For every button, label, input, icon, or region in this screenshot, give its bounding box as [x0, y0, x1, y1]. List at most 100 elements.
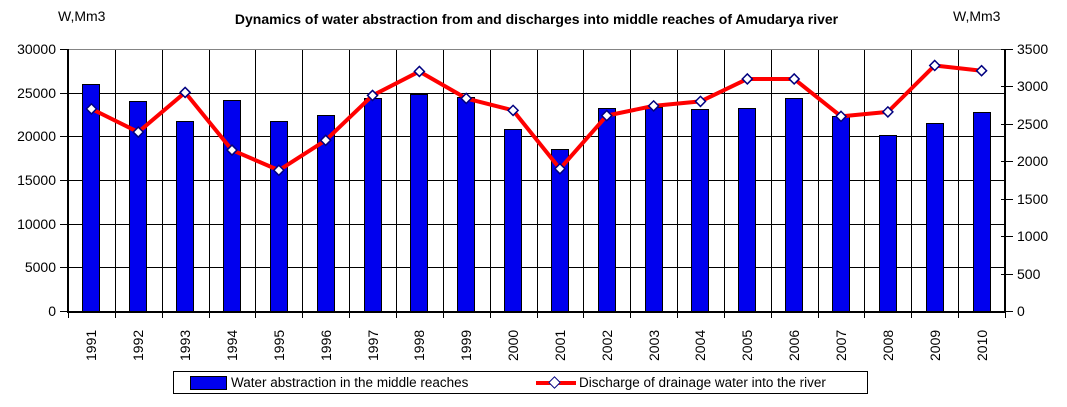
right-axis-tick	[1001, 123, 1013, 125]
diamond-marker-2001	[553, 162, 566, 175]
right-axis-tick-label: 3500	[1017, 41, 1049, 57]
x-axis-tick	[677, 313, 678, 318]
right-axis-unit-label: W,Mm3	[953, 8, 1001, 24]
diamond-marker-1993	[179, 86, 192, 99]
diamond-marker-1996	[319, 134, 332, 147]
right-axis-tick-label: 2500	[1017, 115, 1049, 132]
left-axis-tick	[60, 311, 68, 312]
bar-1991	[82, 83, 101, 312]
chart-title: Dynamics of water abstraction from and d…	[234, 11, 839, 27]
x-axis-tick	[209, 313, 210, 318]
bar-2009	[925, 123, 944, 312]
diamond-marker-1998	[413, 65, 426, 78]
diamond-marker-2002	[600, 109, 613, 122]
line-series-swatch	[536, 375, 576, 389]
x-axis-tick	[818, 313, 819, 318]
diamond-marker-2004	[694, 95, 707, 108]
gridline-vertical	[349, 50, 350, 311]
gridline-vertical	[818, 50, 819, 311]
legend-item-bar: Water abstraction in the middle reaches	[190, 372, 468, 393]
y-axis-right	[1004, 49, 1006, 311]
left-axis-tick	[60, 92, 68, 94]
left-axis-tick	[60, 180, 68, 181]
gridline-vertical	[209, 50, 210, 311]
bar-2001	[550, 148, 569, 312]
left-axis-tick-label: 15000	[17, 172, 56, 188]
left-axis-tick	[60, 267, 68, 269]
left-axis-tick	[60, 49, 68, 50]
x-axis-tick	[162, 313, 163, 318]
right-axis-tick-label: 500	[1017, 265, 1041, 282]
legend-item-line: Discharge of drainage water into the riv…	[536, 372, 826, 393]
left-axis-unit-label: W,Mm3	[58, 8, 106, 24]
left-axis-tick	[60, 136, 68, 138]
x-axis-tick	[630, 313, 631, 318]
bar-1993	[176, 121, 195, 312]
x-axis-tick	[349, 313, 350, 318]
diamond-marker-2007	[834, 110, 848, 123]
diamond-marker-1995	[272, 164, 285, 177]
gridline-vertical	[396, 50, 397, 311]
gridline-vertical	[255, 50, 256, 311]
left-axis-tick-label: 20000	[17, 128, 56, 145]
gridline-vertical	[162, 50, 163, 311]
bar-1992	[129, 100, 148, 312]
x-axis-tick	[255, 313, 256, 318]
right-axis-tick-label: 2000	[1017, 153, 1049, 170]
bar-2008	[878, 135, 897, 312]
gridline-vertical	[490, 50, 491, 311]
gridline-vertical	[583, 50, 584, 311]
right-axis-tick	[1001, 311, 1013, 312]
right-axis-tick	[1001, 198, 1013, 200]
x-axis-tick	[302, 313, 303, 318]
diamond-marker-1992	[132, 126, 145, 139]
x-axis-tick	[68, 313, 69, 318]
diamond-marker-2009	[928, 59, 941, 72]
discharge-line	[90, 63, 982, 173]
legend: Water abstraction in the middle reaches …	[173, 371, 868, 394]
bar-1998	[410, 93, 429, 312]
diamond-marker-1999	[460, 92, 473, 105]
gridline-vertical	[911, 50, 912, 311]
y-axis-left	[67, 49, 69, 311]
x-axis-tick	[958, 313, 959, 318]
gridline-vertical	[537, 50, 538, 311]
gridline-vertical	[677, 50, 678, 311]
x-axis-tick	[537, 313, 538, 318]
gridline-horizontal	[68, 180, 1005, 181]
gridline-vertical	[958, 50, 959, 311]
x-axis-tick	[443, 313, 444, 318]
bar-2000	[504, 129, 523, 312]
x-axis	[67, 311, 1006, 313]
diamond-marker-2006	[788, 72, 801, 86]
right-axis-tick-label: 1000	[1017, 228, 1049, 245]
diamond-marker-2005	[741, 72, 754, 86]
bar-2004	[691, 109, 710, 312]
diamond-marker-2000	[507, 104, 520, 117]
right-axis-tick-label: 3000	[1017, 78, 1049, 95]
left-axis-tick-label: 30000	[17, 41, 56, 57]
x-axis-tick	[115, 313, 116, 318]
gridline-vertical	[302, 50, 303, 311]
left-axis-tick	[60, 223, 68, 225]
diamond-marker-1991	[85, 102, 98, 115]
gridline-vertical	[864, 50, 865, 311]
gridline-vertical	[771, 50, 772, 311]
left-axis-tick-label: 5000	[24, 259, 56, 276]
gridline-horizontal	[68, 267, 1005, 269]
x-axis-tick	[1005, 313, 1006, 318]
gridline-vertical	[630, 50, 631, 311]
right-axis-tick-label: 0	[1017, 303, 1025, 319]
plot-top-border	[68, 49, 1005, 50]
bar-2002	[597, 108, 616, 312]
diamond-marker-2003	[647, 99, 660, 112]
gridline-vertical	[443, 50, 444, 311]
gridline-vertical	[724, 50, 725, 311]
bar-2005	[738, 108, 757, 312]
x-axis-tick	[583, 313, 584, 318]
x-axis-tick	[771, 313, 772, 318]
gridline-vertical	[115, 50, 116, 311]
diamond-marker-1994	[225, 143, 239, 157]
